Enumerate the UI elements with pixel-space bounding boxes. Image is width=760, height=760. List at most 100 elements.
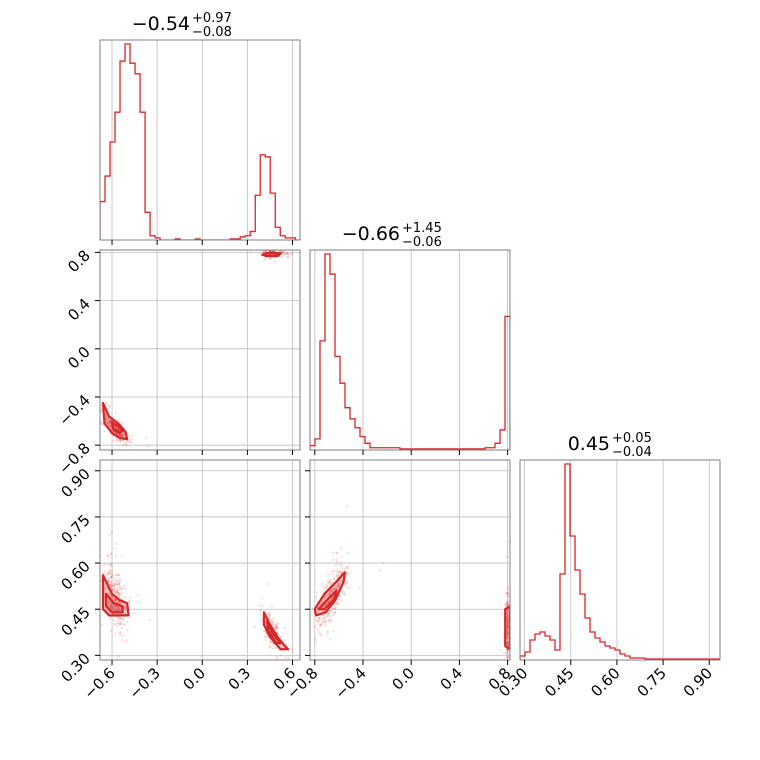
- pair-0-1-sample-point: [105, 421, 108, 424]
- pair-1-2-sample-point: [335, 602, 338, 605]
- pair-1-2-sample-point: [343, 593, 346, 596]
- pair-1-2-sample-point: [330, 598, 333, 602]
- pair-0-2-sample-point: [118, 631, 122, 634]
- pair-1-2-sample-point: [321, 582, 324, 586]
- pair-0-2-sample-point: [94, 570, 96, 572]
- pair-0-1-sample-point: [93, 413, 95, 415]
- pair-0-2-sample-point: [110, 576, 113, 579]
- pair-1-2-sample-point: [506, 604, 509, 607]
- pair-1-2-sample-point: [345, 505, 348, 508]
- hist-0-step-line: [100, 43, 300, 240]
- pair-1-2-sample-point: [334, 611, 337, 614]
- pair-1-2-sample-point: [332, 589, 335, 592]
- pair-0-1-sample-point: [107, 419, 110, 422]
- pair-0-2-sample-point: [112, 584, 115, 587]
- pair-1-2-sample-point: [338, 583, 341, 586]
- pair-1-2-sample-point: [507, 603, 510, 606]
- pair-1-2-sample-point: [505, 625, 509, 628]
- pair-0-2-sample-point: [115, 582, 118, 586]
- pair-0-1-sample-point: [123, 455, 125, 457]
- pair-0-1-sample-point: [101, 422, 104, 425]
- pair-0-2-sample-point: [267, 616, 270, 619]
- pair-1-2-sample-point: [329, 580, 332, 583]
- pair-1-2-sample-point: [336, 583, 340, 586]
- pair-0-2-sample-point: [107, 572, 111, 575]
- pair-0-2-sample-point: [106, 580, 110, 583]
- hist-1-title-value: −0.66: [342, 223, 400, 245]
- pair-1-2-sample-point: [316, 628, 319, 631]
- pair-1-2-sample-point: [506, 613, 509, 616]
- pair-1-2-sample-point: [334, 587, 337, 590]
- pair-1-2-sample-point: [330, 590, 333, 593]
- pair-0-1-sample-point: [115, 427, 118, 430]
- pair-0-2-sample-point: [121, 633, 125, 636]
- pair-0-1-sample-point: [264, 256, 267, 259]
- pair-0-2-sample-point: [107, 579, 110, 582]
- pair-0-1-contour-outer-0: [101, 401, 129, 441]
- hist-0-frame: [99, 39, 301, 241]
- pair-0-1-sample-point: [147, 445, 150, 448]
- pair-0-2-sample-point: [108, 584, 112, 587]
- pair-1-2-sample-point: [505, 612, 508, 615]
- pair-0-1-sample-point: [109, 425, 112, 428]
- pair-0-2-sample-point: [123, 595, 126, 598]
- pair-0-2-sample-point: [108, 577, 111, 580]
- pair-1-2-sample-point: [346, 551, 349, 554]
- pair-1-2-sample-point: [328, 593, 332, 596]
- pair-0-1-sample-point: [117, 428, 120, 431]
- pair-1-2-sample-point: [338, 571, 341, 574]
- pair-0-2-sample-point: [115, 590, 118, 593]
- pair-0-2-sample-point: [259, 609, 263, 612]
- pair-1-2-sample-point: [506, 599, 509, 602]
- pair-0-2-sample-point: [267, 615, 271, 618]
- pair-1-2-sample-point: [337, 601, 340, 604]
- pair-1-2-sample-point: [329, 592, 332, 595]
- pair-1-2-sample-point: [331, 597, 334, 601]
- pair-0-1-sample-point: [122, 432, 125, 436]
- pair-1-2-sample-point: [507, 609, 510, 612]
- pair-0-1-sample-point: [97, 409, 99, 411]
- pair-0-1-sample-point: [100, 421, 103, 424]
- pair-1-2-sample-point: [505, 648, 508, 651]
- pair-0-1-sample-point: [105, 416, 108, 419]
- pair-1-2-sample-point: [328, 610, 331, 613]
- pair-0-2-sample-point: [113, 547, 116, 550]
- pair-0-1-sample-point: [284, 253, 287, 256]
- pair-1-2-sample-point: [330, 619, 333, 623]
- pair-1-2-sample-point: [343, 593, 346, 596]
- pair-1-2-sample-point: [340, 590, 343, 594]
- pair-0-1-ytick-label-3: 0.4: [64, 295, 94, 325]
- pair-1-2-sample-point: [327, 601, 330, 604]
- pair-0-2-sample-point: [277, 632, 280, 635]
- pair-0-1-sample-point: [117, 428, 120, 432]
- pair-0-1-frame: [99, 249, 301, 451]
- pair-1-2-sample-point: [336, 560, 339, 563]
- pair-1-2-sample-point: [506, 596, 509, 599]
- pair-1-2-sample-point: [506, 644, 509, 647]
- pair-0-2-sample-point: [114, 604, 118, 607]
- pair-1-2-sample-point: [337, 584, 340, 587]
- pair-0-1-sample-point: [125, 444, 128, 447]
- pair-1-2-sample-point: [318, 620, 321, 623]
- pair-1-2-sample-point: [507, 586, 510, 589]
- pair-0-1-sample-point: [283, 250, 286, 253]
- pair-0-2-sample-point: [114, 599, 118, 602]
- pair-0-2-sample-point: [117, 619, 120, 622]
- pair-1-2-sample-point: [505, 601, 509, 604]
- pair-0-2-sample-point: [109, 562, 113, 565]
- pair-0-1-sample-point: [269, 253, 273, 256]
- pair-1-2-sample-point: [323, 588, 326, 591]
- pair-0-2-sample-point: [111, 574, 114, 577]
- pair-1-2-sample-point: [506, 623, 509, 626]
- pair-0-2-sample-point: [119, 617, 123, 620]
- pair-0-1-sample-point: [269, 257, 272, 261]
- pair-0-1-sample-point: [107, 421, 111, 424]
- pair-1-2-sample-point: [319, 622, 322, 626]
- pair-0-2-sample-point: [103, 587, 107, 591]
- pair-0-2-sample-point: [115, 579, 118, 582]
- pair-0-2-sample-point: [121, 554, 124, 557]
- pair-0-2-sample-point: [271, 642, 274, 645]
- pair-0-1-sample-point: [114, 432, 118, 435]
- pair-0-1-sample-point: [270, 247, 272, 249]
- pair-1-2-sample-point: [321, 600, 324, 603]
